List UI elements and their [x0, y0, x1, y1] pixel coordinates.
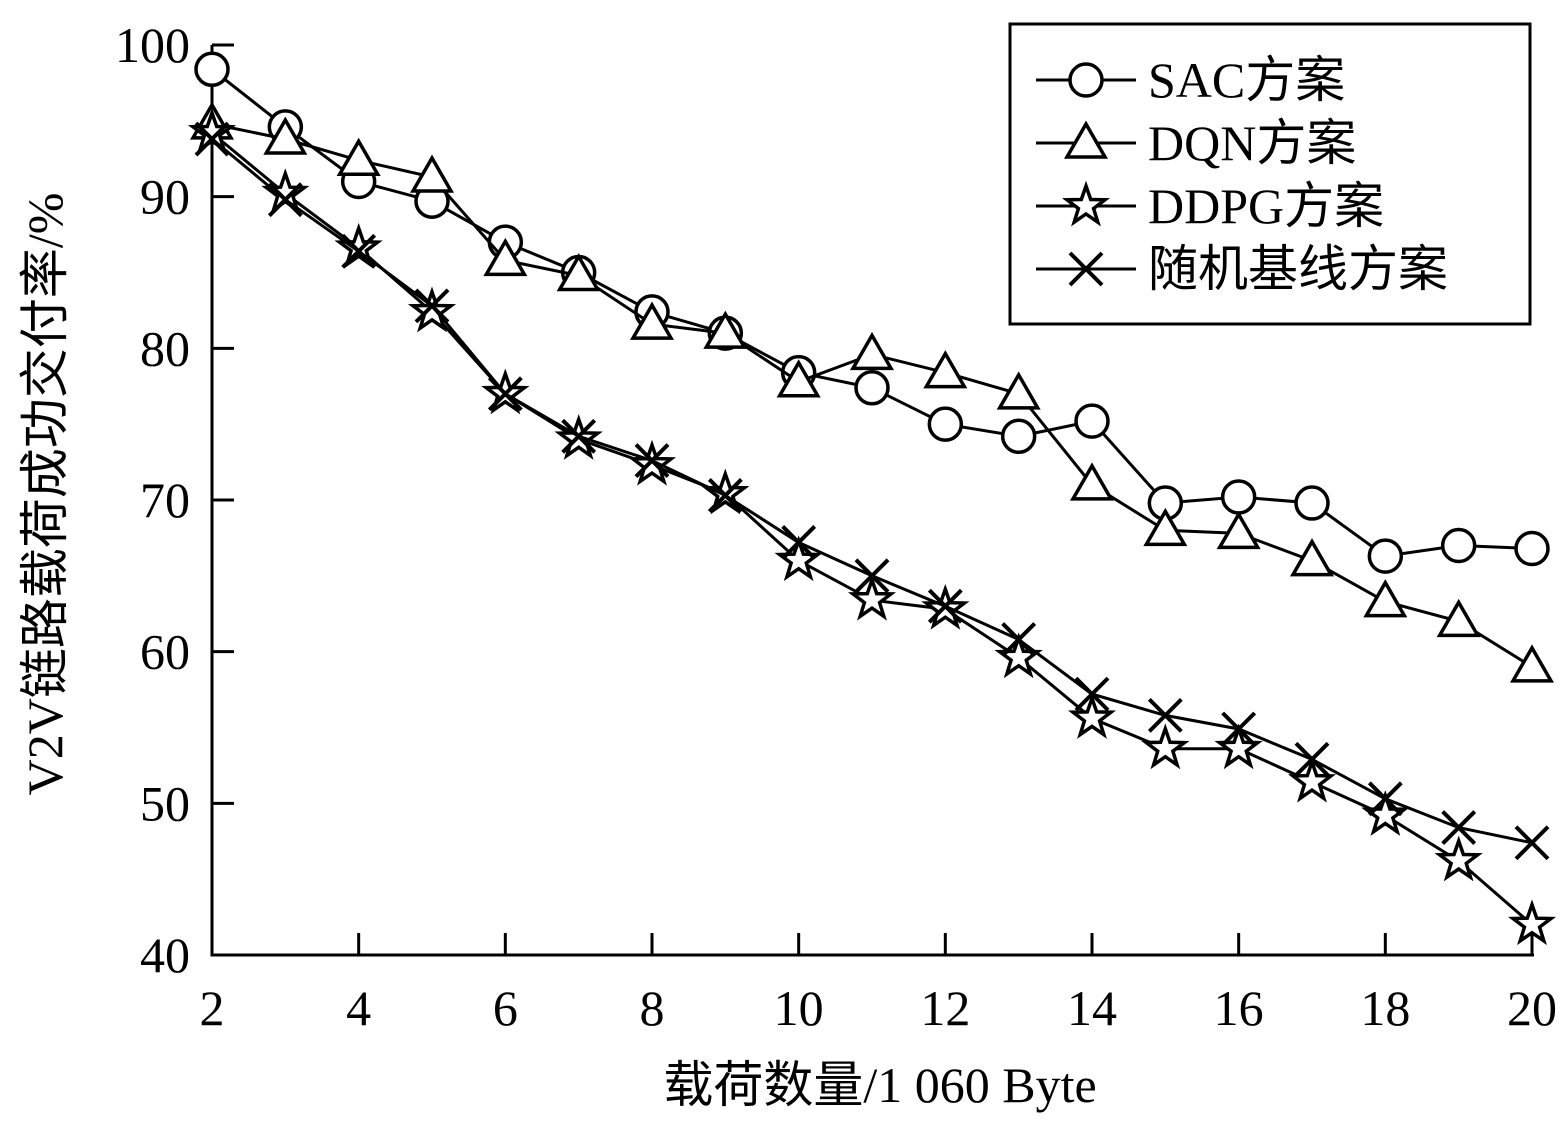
data-point-star: [847, 574, 897, 621]
data-point-star: [1141, 723, 1190, 770]
y-tick-label: 50: [140, 775, 190, 831]
y-axis-label: V2V链路载荷成功交付率/%: [17, 193, 73, 796]
y-tick-label: 40: [140, 927, 190, 983]
data-point-triangle: [1143, 507, 1188, 547]
data-point-circle: [854, 370, 890, 406]
legend-label: DDPG方案: [1148, 178, 1384, 234]
y-tick-label: 80: [140, 320, 190, 376]
x-tick-label: 8: [640, 980, 665, 1036]
data-point-star: [1434, 835, 1483, 882]
data-point-x: [194, 121, 230, 157]
data-point-triangle: [923, 350, 968, 389]
data-point-triangle: [703, 310, 748, 349]
data-point-x: [1294, 741, 1330, 777]
y-tick-label: 90: [140, 169, 190, 225]
x-tick-label: 20: [1507, 980, 1557, 1036]
data-point-triangle: [1363, 579, 1408, 618]
data-point-triangle: [1289, 538, 1335, 577]
x-tick-label: 18: [1360, 980, 1410, 1036]
data-point-triangle: [629, 301, 675, 340]
x-tick-label: 6: [493, 980, 518, 1036]
y-tick-label: 70: [140, 472, 190, 528]
legend-label: SAC方案: [1148, 52, 1345, 108]
data-point-x: [1441, 810, 1477, 846]
data-point-triangle: [996, 371, 1041, 410]
data-point-x: [1514, 825, 1550, 861]
y-tick-label: 100: [115, 17, 190, 73]
legend-item-star: DDPG方案: [1036, 178, 1384, 234]
data-point-x: [487, 376, 523, 412]
series-layer: [187, 51, 1557, 946]
data-point-circle: [1074, 403, 1110, 439]
legend-marker-x: [1068, 251, 1104, 287]
data-point-circle: [1000, 418, 1037, 455]
data-point-x: [927, 588, 963, 624]
data-point-circle: [1514, 530, 1550, 567]
series-x: [194, 121, 1550, 861]
data-point-star: [407, 286, 457, 333]
x-tick-label: 16: [1214, 980, 1264, 1036]
data-point-triangle: [409, 154, 455, 193]
x-tick-label: 10: [774, 980, 824, 1036]
data-point-circle: [194, 51, 230, 88]
x-axis-label: 载荷数量/1 060 Byte: [663, 1057, 1096, 1113]
data-point-x: [1001, 622, 1037, 657]
legend-marker-star: [1061, 180, 1111, 227]
x-axis-ticks: 2 4 6 8 10 12 14 16 18 20: [200, 933, 1557, 1036]
x-tick-label: 14: [1067, 980, 1117, 1036]
data-point-x: [1074, 676, 1110, 712]
data-point-triangle: [776, 359, 821, 398]
data-point-triangle: [1069, 462, 1115, 501]
x-tick-label: 2: [200, 980, 225, 1036]
data-point-star: [774, 535, 823, 582]
data-point-circle: [1440, 527, 1477, 564]
data-point-triangle: [1509, 644, 1555, 683]
data-point-x: [1221, 711, 1257, 747]
data-point-triangle: [336, 137, 381, 177]
data-point-x: [414, 288, 450, 324]
data-point-star: [1507, 899, 1557, 946]
data-point-triangle: [483, 237, 528, 277]
data-point-x: [781, 525, 817, 560]
data-point-star: [1067, 693, 1117, 739]
legend-marker-triangle: [1063, 120, 1109, 159]
y-axis-ticks: 40 50 60 70 80 90 100: [115, 17, 234, 983]
series-triangle: [189, 101, 1555, 683]
data-point-x: [854, 558, 890, 594]
x-tick-label: 12: [920, 980, 970, 1036]
data-point-circle: [927, 406, 964, 442]
data-point-x: [634, 443, 670, 478]
x-tick-label: 4: [346, 980, 371, 1036]
data-point-triangle: [1216, 510, 1261, 550]
legend-item-triangle: DQN方案: [1036, 115, 1356, 171]
data-point-x: [561, 418, 597, 454]
data-point-triangle: [1436, 598, 1481, 638]
data-point-x: [267, 182, 303, 218]
data-point-x: [341, 233, 377, 269]
legend-item-circle: SAC方案: [1036, 52, 1345, 108]
data-point-triangle: [849, 331, 895, 371]
data-point-circle: [1294, 485, 1330, 521]
data-point-x: [707, 478, 743, 513]
data-point-x: [1147, 697, 1183, 733]
legend-item-x: 随机基线方案: [1036, 241, 1448, 297]
data-point-star: [1361, 790, 1410, 836]
data-point-circle: [1367, 538, 1404, 574]
legend-label: DQN方案: [1148, 115, 1356, 171]
legend-label: 随机基线方案: [1148, 241, 1448, 297]
data-point-triangle: [263, 116, 308, 155]
data-point-triangle: [556, 253, 601, 292]
data-point-circle: [1220, 479, 1257, 515]
legend-marker-circle: [1068, 62, 1104, 98]
y-tick-label: 60: [140, 624, 190, 680]
data-point-x: [1367, 781, 1403, 817]
